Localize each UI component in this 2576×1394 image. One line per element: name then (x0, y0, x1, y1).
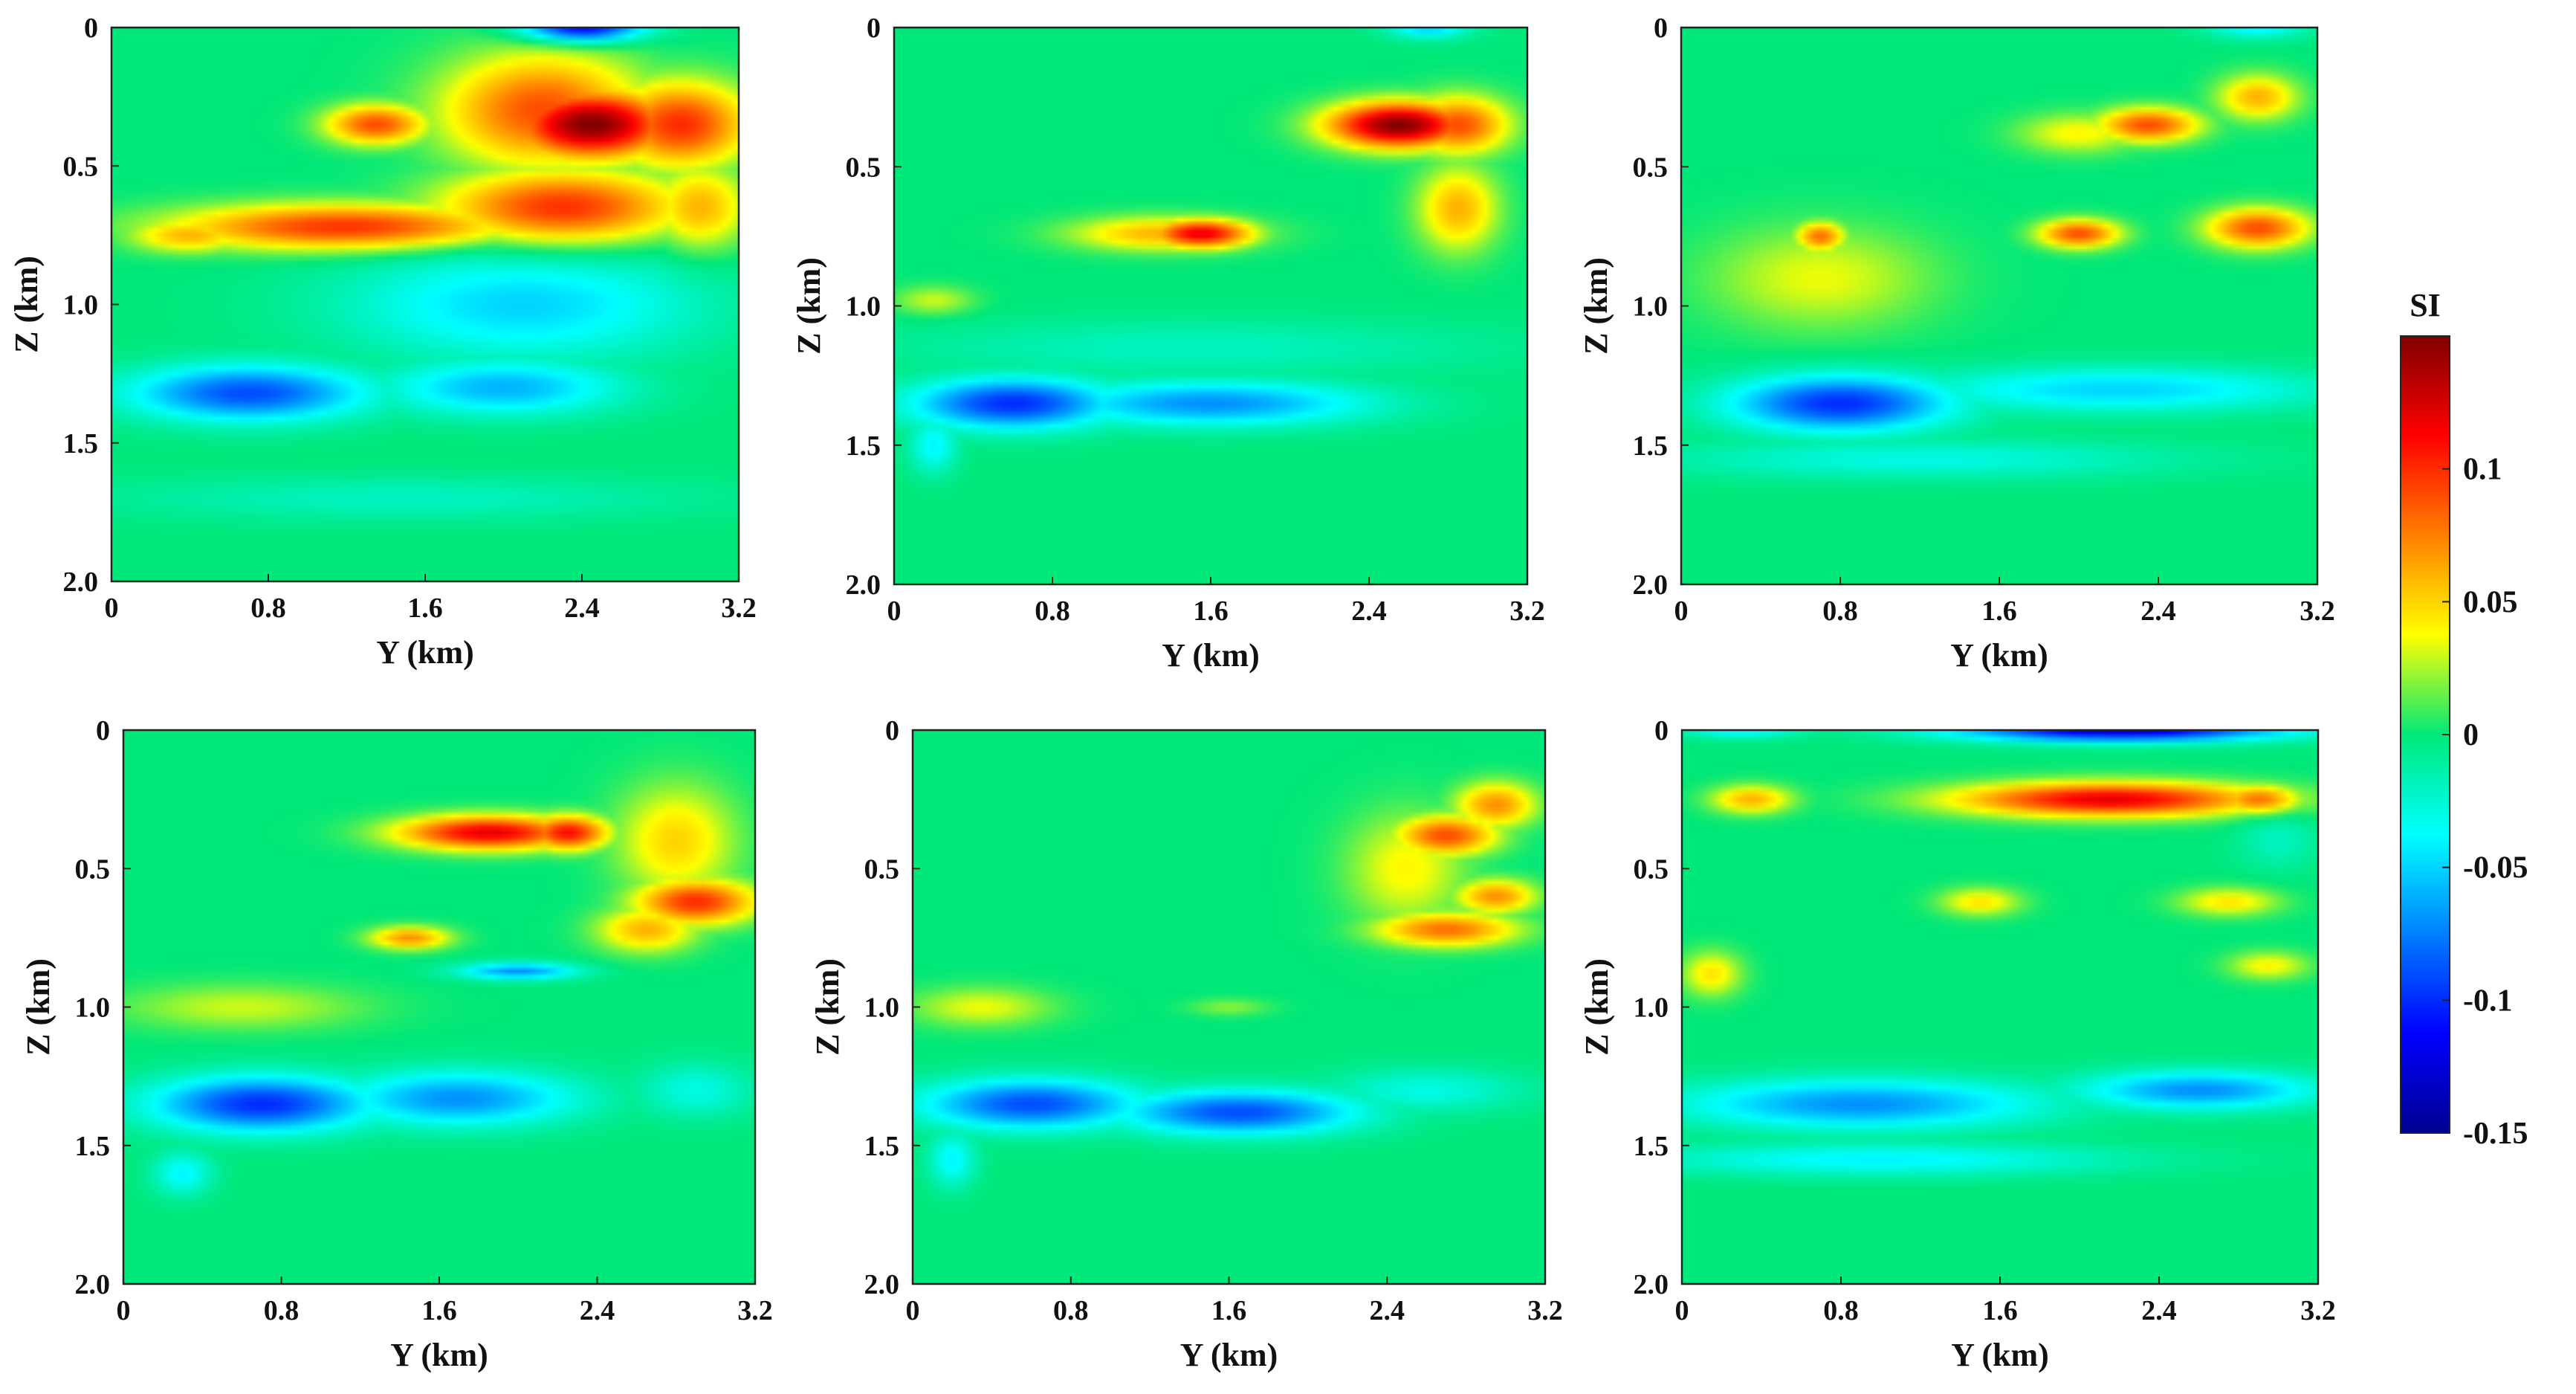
y-axis-label: Z (km) (791, 257, 827, 355)
y-tick-label: 1.0 (1634, 993, 1669, 1024)
y-axis-label: Z (km) (1579, 958, 1615, 1056)
y-tick-label: 2.0 (1633, 569, 1669, 601)
heatmap-panel-bottom-left: 0 0.8 1.6 2.4 3.2 0 0.5 1.0 1.5 2.0 Y (km) Z (km) (20, 715, 773, 1373)
heatmap-image (123, 730, 755, 1284)
y-axis-label: Z (km) (809, 958, 846, 1056)
colorbar: SI 0.1 0.05 0 -0.05 -0.1 -0.15 (2400, 287, 2528, 1151)
x-tick-label: 3.2 (737, 1295, 773, 1326)
x-tick-label: 1.6 (421, 1295, 457, 1326)
x-axis-label: Y (km) (1162, 637, 1260, 674)
y-tick-label: 0.5 (846, 152, 881, 183)
y-tick-label: 0.5 (75, 853, 111, 885)
heatmap-image (913, 730, 1545, 1284)
x-tick-label: 1.6 (1211, 1295, 1247, 1326)
heatmap-panel-top-left: 0 0.8 1.6 2.4 3.2 0 0.5 1.0 1.5 2.0 Y (km) Z (km) (8, 13, 757, 671)
colorbar-tick-label: 0.1 (2463, 453, 2502, 487)
x-axis-label: Y (km) (1950, 637, 2048, 674)
colorbar-title: SI (2410, 287, 2441, 323)
y-tick-label: 0 (84, 13, 98, 44)
y-tick-label: 1.0 (864, 993, 900, 1024)
colorbar-tick-label: -0.05 (2463, 851, 2528, 885)
x-tick-label: 0.8 (1823, 1295, 1859, 1326)
y-axis-label: Z (km) (1578, 257, 1614, 355)
x-tick-label: 3.2 (721, 593, 757, 624)
y-tick-label: 0 (867, 13, 881, 44)
y-tick-label: 1.0 (846, 291, 881, 323)
y-tick-label: 0 (1654, 715, 1669, 746)
x-tick-label: 1.6 (407, 593, 443, 624)
heatmap-panel-bottom-middle: 0 0.8 1.6 2.4 3.2 0 0.5 1.0 1.5 2.0 Y (km) Z (km) (809, 715, 1563, 1373)
y-tick-label: 1.5 (63, 428, 99, 459)
heatmap-panel-bottom-right: 0 0.8 1.6 2.4 3.2 0 0.5 1.0 1.5 2.0 Y (km) Z (km) (1579, 715, 2336, 1373)
y-tick-label: 0 (1654, 13, 1668, 44)
y-tick-label: 1.5 (75, 1131, 111, 1162)
colorbar-tick-label: 0 (2463, 718, 2479, 752)
colorbar-tick-label: -0.1 (2463, 984, 2513, 1018)
x-tick-label: 0 (1675, 1295, 1689, 1326)
x-tick-label: 1.6 (1193, 596, 1229, 627)
x-axis-label: Y (km) (390, 1337, 488, 1373)
x-tick-label: 0.8 (264, 1295, 300, 1326)
y-tick-label: 2.0 (846, 569, 881, 601)
x-tick-label: 0 (105, 593, 119, 624)
x-tick-label: 2.4 (2141, 1295, 2177, 1326)
y-tick-label: 0.5 (1634, 853, 1669, 885)
y-tick-label: 0 (885, 715, 899, 746)
y-tick-label: 1.5 (846, 430, 881, 462)
heatmap-panel-top-right: 0 0.8 1.6 2.4 3.2 0 0.5 1.0 1.5 2.0 Y (km) Z (km) (1578, 13, 2335, 674)
x-tick-label: 2.4 (1370, 1295, 1405, 1326)
x-axis-label: Y (km) (376, 634, 474, 671)
heatmap-image (894, 28, 1527, 584)
x-tick-label: 0 (1674, 596, 1689, 627)
y-tick-label: 1.5 (1634, 1131, 1669, 1162)
x-tick-label: 2.4 (2140, 596, 2176, 627)
y-tick-label: 1.5 (864, 1131, 900, 1162)
y-tick-label: 1.0 (75, 993, 111, 1024)
y-tick-label: 0 (96, 715, 110, 746)
y-tick-label: 1.0 (1633, 291, 1669, 323)
x-tick-label: 1.6 (1981, 596, 2017, 627)
y-tick-label: 2.0 (864, 1269, 900, 1300)
x-tick-label: 0.8 (1053, 1295, 1089, 1326)
colorbar-tick-label: -0.15 (2463, 1117, 2528, 1151)
y-tick-label: 0.5 (63, 151, 99, 182)
x-tick-label: 0.8 (250, 593, 286, 624)
heatmap-image (1682, 730, 2318, 1284)
y-tick-label: 2.0 (75, 1269, 111, 1300)
panels: 0 0.8 1.6 2.4 3.200.51.01.52.0Y (km)Z (km)0 0… (8, 13, 2336, 1373)
x-tick-label: 3.2 (1527, 1295, 1563, 1326)
y-tick-label: 0.5 (864, 853, 900, 885)
y-tick-label: 0.5 (1633, 152, 1669, 183)
x-tick-label: 0.8 (1822, 596, 1858, 627)
heatmap-image (111, 28, 739, 581)
heatmap-image (1681, 28, 2317, 584)
colorbar-ticks: 0.1 0.05 0 -0.05 -0.1 -0.15 (2442, 453, 2528, 1151)
x-axis-label: Y (km) (1180, 1337, 1278, 1373)
x-tick-label: 0 (887, 596, 902, 627)
y-tick-label: 1.5 (1633, 430, 1669, 462)
x-tick-label: 2.4 (564, 593, 600, 624)
x-tick-label: 3.2 (2300, 1295, 2336, 1326)
x-tick-label: 0 (906, 1295, 920, 1326)
colorbar-tick-label: 0.05 (2463, 585, 2518, 619)
y-tick-label: 2.0 (1634, 1269, 1669, 1300)
colorbar-gradient (2400, 335, 2450, 1134)
x-tick-label: 0.8 (1035, 596, 1070, 627)
y-tick-label: 2.0 (63, 567, 99, 598)
y-axis-label: Z (km) (8, 256, 45, 353)
x-tick-label: 0 (117, 1295, 131, 1326)
y-axis-label: Z (km) (20, 958, 56, 1056)
x-tick-label: 2.4 (1351, 596, 1387, 627)
x-tick-label: 2.4 (580, 1295, 615, 1326)
x-tick-label: 3.2 (1509, 596, 1545, 627)
y-tick-label: 1.0 (63, 290, 99, 321)
x-tick-label: 1.6 (1982, 1295, 2018, 1326)
heatmap-panel-top-middle: 0 0.8 1.6 2.4 3.2 0 0.5 1.0 1.5 2.0 Y (km) Z (km) (791, 13, 1545, 674)
x-tick-label: 3.2 (2300, 596, 2335, 627)
x-axis-label: Y (km) (1951, 1337, 2049, 1373)
